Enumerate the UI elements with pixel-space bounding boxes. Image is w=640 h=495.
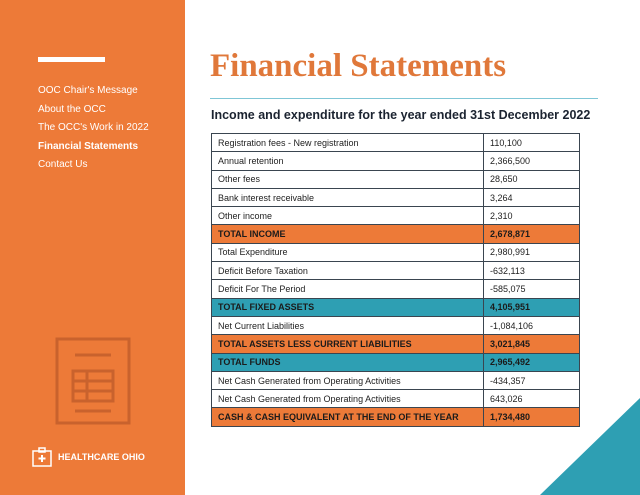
table-row: TOTAL FUNDS 2,965,492 bbox=[211, 352, 580, 372]
item: Net Cash Generated from Operating Activi… bbox=[211, 389, 484, 409]
title: Financial Statements bbox=[210, 48, 507, 84]
nav-item[interactable]: OOC Chair's Message bbox=[38, 85, 138, 96]
table-row: Net Cash Generated from Operating Activi… bbox=[211, 370, 580, 391]
nav-item[interactable]: Financial Statements bbox=[38, 140, 139, 152]
table-row: TOTAL FIXED ASSETS 4,105,951 bbox=[211, 297, 580, 317]
table-row: Registration fees - New registration 110,… bbox=[211, 132, 580, 153]
corner-triangle bbox=[540, 398, 640, 495]
nav: OOC Chair's Message About the OCC The OCC'… bbox=[38, 84, 149, 177]
amount: 2,310 bbox=[483, 206, 580, 226]
item: Total Expenditure bbox=[211, 242, 484, 263]
item: Net Cash Generated from Operating Activi… bbox=[211, 370, 484, 391]
logo: HEALTHCARE OHIO bbox=[32, 447, 145, 467]
amount: 28,650 bbox=[483, 169, 580, 189]
table-row: Net Current Liabilities -1,084,106 bbox=[211, 315, 580, 336]
item: TOTAL INCOME bbox=[211, 224, 484, 244]
nav-item[interactable]: The OCC's Work in 2022 bbox=[38, 122, 149, 134]
amount: 2,366,500 bbox=[483, 151, 580, 171]
table-row: Deficit For The Period -585,075 bbox=[211, 279, 580, 299]
item: Other fees bbox=[211, 169, 484, 189]
amount: 3,264 bbox=[483, 187, 580, 208]
amount: 2,965,492 bbox=[483, 352, 580, 372]
table-row: Other fees 28,650 bbox=[211, 169, 580, 189]
document-icon bbox=[55, 337, 131, 425]
logo-icon bbox=[32, 447, 52, 467]
item: Annual retention bbox=[211, 151, 484, 171]
item: Bank interest receivable bbox=[211, 187, 484, 208]
table-row: Bank interest receivable 3,264 bbox=[211, 187, 580, 208]
nav-item[interactable]: About the OCC bbox=[38, 103, 106, 115]
amount: 4,105,951 bbox=[483, 297, 580, 317]
amount: 2,980,991 bbox=[483, 242, 580, 263]
amount: 3,021,845 bbox=[483, 334, 580, 354]
item: Deficit For The Period bbox=[211, 279, 484, 299]
sidebar: OOC Chair's Message About the OCC The OCC'… bbox=[0, 0, 185, 495]
amount: -585,075 bbox=[483, 279, 580, 299]
table-row: TOTAL INCOME 2,678,871 bbox=[211, 224, 580, 244]
table-row: TOTAL ASSETS LESS CURRENT LIABILITIES 3,0… bbox=[211, 334, 580, 354]
divider bbox=[210, 98, 598, 99]
logo-text: HEALTHCARE OHIO bbox=[58, 452, 145, 462]
item: Other income bbox=[211, 206, 484, 226]
item: TOTAL FUNDS bbox=[211, 352, 484, 372]
nav-item[interactable]: Contact Us bbox=[38, 159, 88, 171]
financial-table: Registration fees - New registration 110,… bbox=[211, 132, 580, 427]
table-row: Net Cash Generated from Operating Activi… bbox=[211, 389, 580, 409]
accent-bar bbox=[38, 57, 105, 62]
item: Net Current Liabilities bbox=[211, 315, 484, 336]
table-row: CASH & CASH EQUIVALENT AT THE END OF THE… bbox=[211, 407, 580, 427]
table-row: Total Expenditure 2,980,991 bbox=[211, 242, 580, 263]
amount: -632,113 bbox=[483, 261, 580, 281]
item: TOTAL FIXED ASSETS bbox=[211, 297, 484, 317]
table-row: Deficit Before Taxation -632,113 bbox=[211, 261, 580, 281]
subtitle: Income and expenditure for the year ende… bbox=[211, 108, 591, 122]
item: Registration fees - New registration bbox=[211, 132, 484, 153]
amount: -1,084,106 bbox=[483, 315, 580, 336]
amount: 110,100 bbox=[483, 132, 580, 153]
item: CASH & CASH EQUIVALENT AT THE END OF THE… bbox=[211, 407, 484, 427]
amount: 1,734,480 bbox=[483, 407, 580, 427]
item: TOTAL ASSETS LESS CURRENT LIABILITIES bbox=[211, 334, 484, 354]
amount: -434,357 bbox=[483, 370, 580, 391]
table-row: Annual retention 2,366,500 bbox=[211, 151, 580, 171]
amount: 2,678,871 bbox=[483, 224, 580, 244]
table-row: Other income 2,310 bbox=[211, 206, 580, 226]
item: Deficit Before Taxation bbox=[211, 261, 484, 281]
